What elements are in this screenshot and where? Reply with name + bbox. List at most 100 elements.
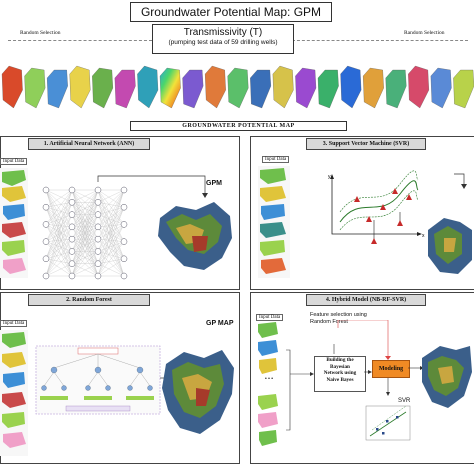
feature-selection-note: Feature selection using Random Forest bbox=[310, 312, 367, 326]
nn-connection bbox=[97, 214, 125, 259]
thematic-map-strip bbox=[1, 65, 474, 109]
nn-node bbox=[94, 235, 102, 243]
bayes-line-1: Building the bbox=[326, 357, 354, 363]
ann-input-stack bbox=[0, 168, 28, 278]
nn-connection bbox=[45, 239, 73, 259]
nn-connection bbox=[45, 189, 73, 252]
svr-output-map bbox=[428, 218, 472, 274]
nn-node bbox=[42, 203, 50, 211]
nn-connection bbox=[45, 207, 73, 227]
nn-connection bbox=[97, 189, 125, 252]
nn-connection bbox=[97, 202, 125, 242]
nn-connection bbox=[97, 226, 125, 242]
nn-node bbox=[94, 248, 102, 255]
nn-connection bbox=[45, 226, 73, 277]
svr-label: SVR bbox=[398, 398, 411, 404]
nn-connection bbox=[45, 263, 73, 277]
nn-node bbox=[94, 199, 102, 206]
ann-input-label: Input Data bbox=[0, 158, 28, 165]
nn-connection bbox=[97, 189, 125, 203]
nn-connection bbox=[45, 214, 73, 277]
svr-input-stack bbox=[258, 166, 290, 278]
nn-connection bbox=[97, 189, 125, 264]
hybrid-svr-inset bbox=[365, 405, 411, 441]
nn-connection bbox=[71, 263, 99, 277]
thematic-map bbox=[227, 67, 249, 109]
input-ellipsis: • • • bbox=[265, 376, 274, 382]
random-selection-left: Random Selection bbox=[20, 30, 61, 36]
nn-connection bbox=[45, 258, 73, 264]
nn-connection bbox=[45, 224, 73, 264]
nn-connection bbox=[45, 251, 73, 259]
nn-connection bbox=[71, 202, 99, 277]
nn-connection bbox=[97, 226, 125, 277]
nn-connection bbox=[45, 207, 73, 240]
nn-connection bbox=[45, 207, 73, 264]
rf-gp-map bbox=[162, 350, 234, 434]
nn-connection bbox=[45, 189, 73, 225]
nn-node bbox=[120, 186, 128, 194]
nn-connection bbox=[97, 189, 125, 240]
nn-connection bbox=[97, 207, 125, 240]
transmissivity-box: Transmissivity (T) (pumping test data of… bbox=[152, 24, 294, 54]
nn-connection bbox=[97, 202, 125, 277]
nn-connection bbox=[97, 189, 125, 277]
thematic-map bbox=[453, 69, 474, 109]
rf-heading: 2. Random Forest bbox=[28, 294, 150, 306]
feature-selection-line-2: Random Forest bbox=[310, 319, 348, 325]
nn-connection bbox=[97, 224, 125, 228]
nn-connection bbox=[97, 202, 125, 225]
nn-connection bbox=[97, 239, 125, 277]
nn-connection bbox=[45, 189, 73, 264]
nn-connection bbox=[97, 224, 125, 240]
nn-connection bbox=[45, 207, 73, 215]
nn-connection bbox=[71, 226, 99, 277]
nn-node bbox=[42, 255, 50, 263]
nn-connection bbox=[45, 239, 73, 277]
thematic-map bbox=[408, 65, 430, 109]
nn-node bbox=[120, 272, 128, 280]
nn-connection bbox=[45, 189, 73, 259]
nn-node bbox=[68, 223, 76, 231]
nn-connection bbox=[97, 226, 125, 259]
nn-connection bbox=[45, 202, 73, 259]
nn-connection bbox=[97, 207, 125, 252]
nn-connection bbox=[97, 224, 125, 264]
nn-connection bbox=[71, 189, 99, 215]
nn-connection bbox=[97, 251, 125, 259]
nn-connection bbox=[71, 189, 99, 277]
rf-trees bbox=[35, 345, 161, 415]
nn-connection bbox=[45, 202, 73, 225]
nn-node bbox=[68, 235, 76, 243]
nn-connection bbox=[45, 214, 73, 242]
nn-node bbox=[42, 272, 50, 280]
nn-connection bbox=[45, 202, 73, 208]
nn-node bbox=[42, 186, 50, 194]
nn-node bbox=[120, 221, 128, 228]
nn-node bbox=[120, 238, 128, 245]
nn-connection bbox=[45, 189, 73, 208]
thematic-map bbox=[92, 67, 114, 109]
nn-connection bbox=[97, 251, 125, 277]
nn-connection bbox=[45, 224, 73, 240]
hybrid-input-stack bbox=[258, 322, 278, 446]
ann-heading: 1. Artificial Neural Network (ANN) bbox=[28, 138, 150, 150]
nn-connection bbox=[71, 189, 99, 252]
nn-connection bbox=[97, 214, 125, 225]
nn-connection bbox=[45, 189, 73, 215]
thematic-map bbox=[24, 67, 46, 109]
nn-node bbox=[94, 211, 102, 218]
nn-connection bbox=[45, 226, 73, 242]
thematic-map bbox=[1, 65, 23, 109]
thematic-map bbox=[250, 69, 272, 109]
nn-connection bbox=[97, 241, 125, 252]
thematic-map bbox=[385, 69, 407, 109]
nn-connection bbox=[97, 207, 125, 227]
nn-node bbox=[94, 260, 102, 267]
transmissivity-title: Transmissivity (T) bbox=[183, 27, 263, 38]
nn-connection bbox=[45, 241, 73, 252]
hybrid-heading: 4. Hybrid Model (NB-RF-SVR) bbox=[306, 294, 426, 306]
nn-connection bbox=[97, 239, 125, 259]
nn-node bbox=[68, 248, 76, 255]
nn-connection bbox=[45, 189, 73, 203]
